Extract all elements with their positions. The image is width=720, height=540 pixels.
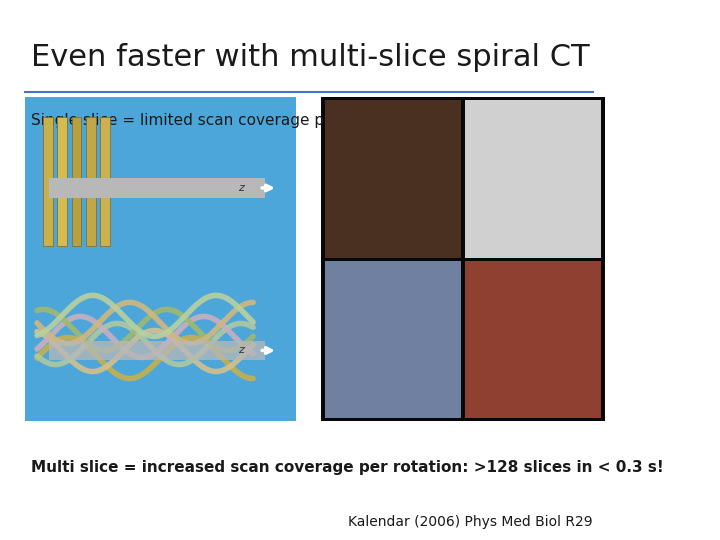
Bar — [50, 178, 266, 198]
Bar — [58, 117, 67, 246]
Bar — [465, 261, 601, 418]
Bar — [100, 117, 110, 246]
Text: Multi slice = increased scan coverage per rotation: >128 slices in < 0.3 s!: Multi slice = increased scan coverage pe… — [31, 460, 664, 475]
Text: z: z — [238, 183, 243, 193]
Bar — [465, 100, 601, 258]
Bar — [43, 117, 53, 246]
Bar — [321, 97, 605, 421]
Text: z: z — [238, 346, 243, 355]
Bar — [71, 117, 81, 246]
Bar — [325, 261, 462, 418]
Bar — [24, 97, 297, 421]
Bar — [86, 117, 96, 246]
Text: Kalendar (2006) Phys Med Biol R29: Kalendar (2006) Phys Med Biol R29 — [348, 515, 593, 529]
Bar — [50, 341, 266, 360]
Bar — [325, 100, 462, 258]
Text: Single slice = limited scan coverage per rotation: Single slice = limited scan coverage per… — [31, 113, 405, 129]
Text: Even faster with multi-slice spiral CT: Even faster with multi-slice spiral CT — [31, 43, 590, 72]
